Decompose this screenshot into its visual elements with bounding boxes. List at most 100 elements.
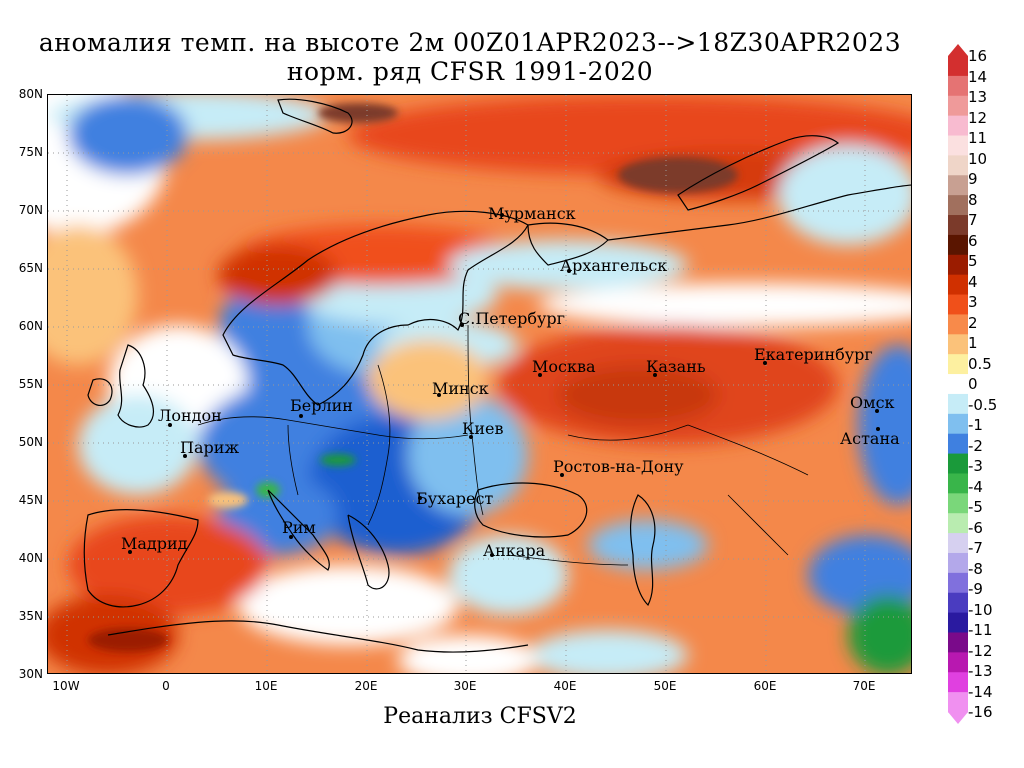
colorbar-label: 6: [968, 231, 978, 250]
colorbar-swatch: [948, 612, 968, 633]
lat-label-35n: 35N: [18, 609, 43, 623]
lon-label-10w: 10W: [52, 679, 80, 693]
colorbar-swatch: [948, 572, 968, 594]
lat-label-80n: 80N: [18, 87, 43, 101]
colorbar: [948, 44, 968, 724]
colorbar-swatches: [948, 56, 968, 713]
colorbar-label: 0: [968, 375, 978, 393]
colorbar-label: 12: [968, 108, 988, 127]
city-dot-st-petersburg: [460, 323, 464, 327]
colorbar-label: -16: [968, 703, 993, 721]
lon-label-30e: 30E: [453, 679, 477, 693]
colorbar-label: 1: [968, 334, 978, 352]
graticule: [48, 95, 911, 673]
city-label-arkhangelsk: Архангельск: [560, 256, 668, 275]
colorbar-swatch: [948, 473, 968, 494]
city-label-berlin: Берлин: [290, 396, 353, 415]
city-dot-minsk: [437, 393, 441, 397]
colorbar-label: 3: [968, 293, 978, 311]
city-label-yekaterinburg: Екатеринбург: [754, 345, 873, 364]
colorbar-label: -10: [968, 600, 993, 619]
colorbar-label: -12: [968, 641, 993, 660]
city-dot-berlin: [299, 414, 303, 418]
lat-label-50n: 50N: [18, 435, 43, 449]
city-label-kazan: Казань: [646, 357, 706, 376]
colorbar-swatch: [948, 215, 968, 236]
city-label-rome: Рим: [282, 518, 316, 537]
city-label-madrid: Мадрид: [121, 534, 188, 553]
lat-label-60n: 60N: [18, 319, 43, 333]
colorbar-label: -14: [968, 682, 993, 701]
colorbar-label: -9: [968, 580, 983, 598]
colorbar-swatch: [948, 115, 968, 137]
colorbar-swatch: [948, 652, 968, 673]
colorbar-swatch: [948, 592, 968, 614]
city-dot-omsk: [875, 409, 879, 413]
colorbar-label: -5: [968, 498, 983, 516]
city-dot-paris: [183, 454, 187, 458]
city-dot-arkhangelsk: [567, 269, 571, 273]
colorbar-label: 10: [968, 149, 988, 168]
colorbar-swatch: [948, 374, 968, 395]
colorbar-swatch: [948, 314, 968, 335]
lon-label-10e: 10E: [254, 679, 278, 693]
colorbar-label: -13: [968, 662, 993, 680]
colorbar-swatch: [948, 632, 968, 653]
colorbar-label: 16: [968, 47, 988, 65]
russia-pale-band: [538, 283, 911, 327]
colorbar-swatch: [948, 294, 968, 315]
colorbar-swatch: [948, 393, 968, 415]
lat-label-30n: 30N: [18, 667, 43, 681]
lat-label-45n: 45N: [18, 493, 43, 507]
colorbar-swatch: [948, 513, 968, 534]
colorbar-swatch: [948, 413, 968, 435]
lon-label-20e: 20E: [354, 679, 378, 693]
colorbar-swatch: [948, 453, 968, 474]
coastlines: [83, 98, 911, 653]
city-dot-rome: [289, 535, 293, 539]
colorbar-label: -8: [968, 559, 983, 578]
city-dot-yekaterinburg: [763, 361, 767, 365]
city-label-paris: Париж: [180, 438, 240, 457]
colorbar-label: 13: [968, 88, 988, 106]
colorbar-label: -3: [968, 457, 983, 475]
city-label-ankara: Анкара: [483, 541, 546, 560]
lat-label-55n: 55N: [18, 377, 43, 391]
colorbar-label: -11: [968, 621, 993, 639]
city-label-kyiv: Киев: [462, 419, 504, 438]
anomaly-field: [48, 95, 911, 673]
city-label-bucharest: Бухарест: [416, 489, 494, 508]
colorbar-label: -1: [968, 416, 983, 434]
city-label-london: Лондон: [158, 406, 222, 425]
colorbar-label: -6: [968, 518, 983, 537]
colorbar-swatch: [948, 234, 968, 256]
lon-label-40e: 40E: [553, 679, 577, 693]
lon-label-50e: 50E: [653, 679, 677, 693]
city-dot-kyiv: [469, 435, 473, 439]
colorbar-bottom-arrow: [948, 712, 968, 724]
colorbar-swatch: [948, 254, 968, 276]
lon-label-70e: 70E: [852, 679, 876, 693]
city-dot-astana: [876, 427, 880, 431]
city-label-st-petersburg: С.Петербург: [458, 309, 565, 328]
map-title-line2: норм. ряд CFSR 1991-2020: [286, 57, 654, 86]
city-dot-ankara: [490, 553, 494, 557]
city-label-minsk: Минск: [432, 379, 489, 398]
colorbar-label: 9: [968, 170, 978, 188]
colorbar-label: 4: [968, 272, 978, 291]
colorbar-label: -4: [968, 477, 983, 496]
lat-label-65n: 65N: [18, 261, 43, 275]
colorbar-swatch: [948, 493, 968, 514]
colorbar-swatch: [948, 135, 968, 156]
colorbar-swatch: [948, 533, 968, 554]
colorbar-swatch: [948, 334, 968, 355]
colorbar-label: 0.5: [968, 354, 992, 373]
colorbar-label: 8: [968, 190, 978, 209]
lon-label-60e: 60E: [753, 679, 777, 693]
city-dot-madrid: [128, 550, 132, 554]
colorbar-swatch: [948, 75, 968, 97]
colorbar-swatch: [948, 433, 968, 455]
city-dot-bucharest: [418, 496, 422, 500]
colorbar-swatch: [948, 95, 968, 117]
lon-label-0: 0: [162, 679, 170, 693]
